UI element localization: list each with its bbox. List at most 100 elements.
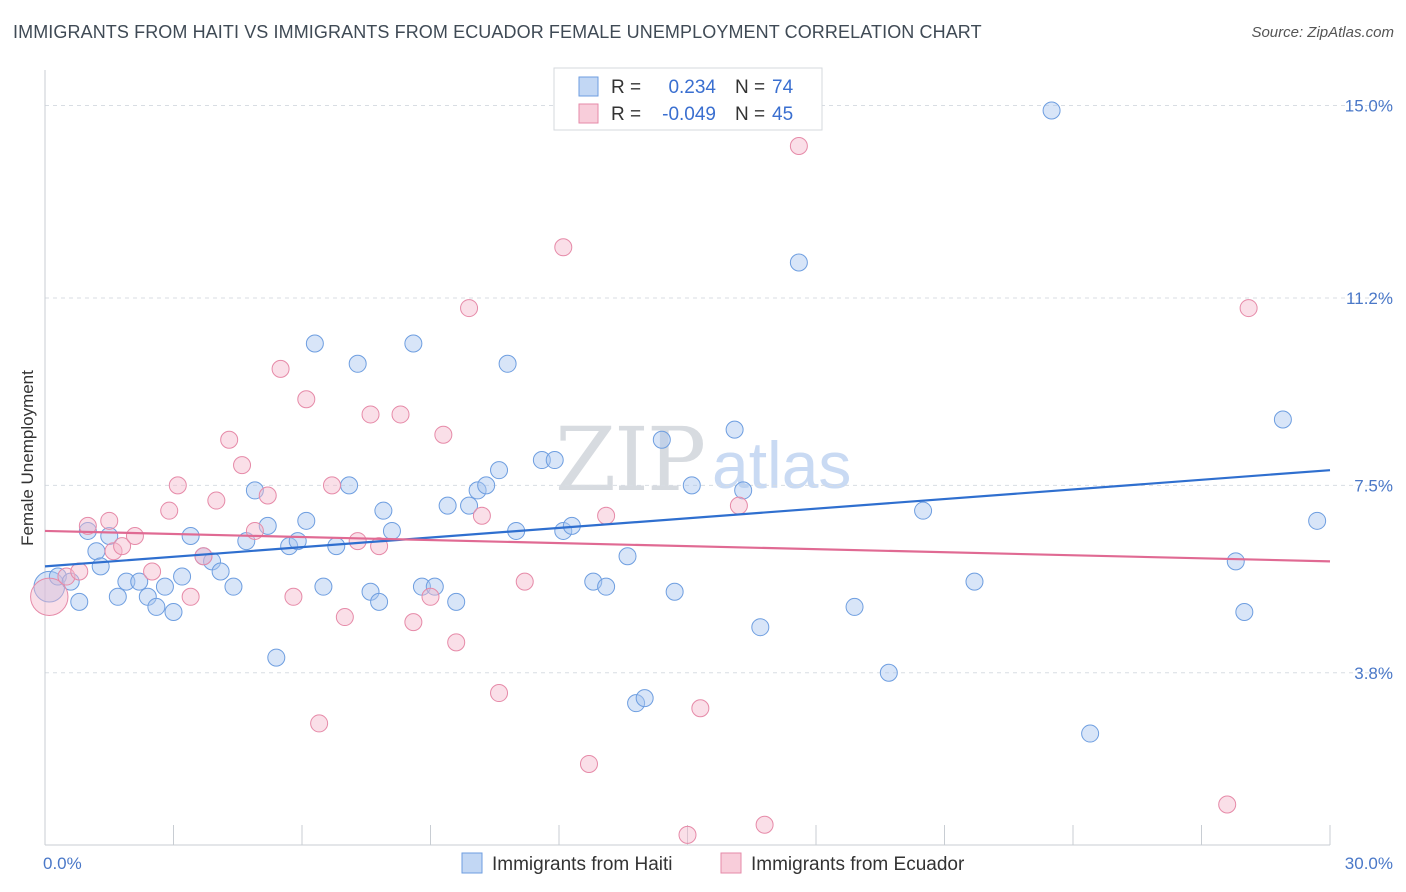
data-point-haiti [211, 562, 230, 581]
data-point-haiti [879, 663, 898, 682]
data-point-ecuador [284, 587, 303, 606]
data-point-ecuador [78, 516, 97, 535]
data-point-haiti [305, 334, 324, 353]
x-tick-label: 30.0% [1345, 854, 1393, 873]
data-point-haiti [725, 420, 744, 439]
data-point-haiti [490, 461, 509, 480]
data-point-haiti [147, 597, 166, 616]
legend-swatch-haiti [578, 76, 599, 97]
data-point-haiti [340, 476, 359, 495]
y-tick-label: 15.0% [1345, 96, 1393, 115]
watermark-atlas: atlas [712, 428, 851, 502]
data-point-ecuador [194, 547, 213, 566]
data-point-ecuador [181, 587, 200, 606]
data-point-ecuador [310, 714, 329, 733]
data-point-ecuador [447, 633, 466, 652]
data-point-ecuador [143, 562, 162, 581]
legend-n-label-ecuador: N = [735, 104, 765, 125]
data-point-haiti [460, 496, 479, 515]
watermark: ZIP atlas [555, 408, 851, 511]
data-point-haiti [374, 501, 393, 520]
data-point-ecuador [361, 405, 380, 424]
data-point-haiti [789, 253, 808, 272]
data-point-ecuador [789, 136, 808, 155]
data-point-haiti [108, 587, 127, 606]
data-point-ecuador [233, 456, 252, 475]
data-point-haiti [224, 577, 243, 596]
data-point-haiti [70, 592, 89, 611]
data-point-haiti [370, 592, 389, 611]
x-tick-label: 0.0% [43, 854, 82, 873]
data-point-ecuador [434, 425, 453, 444]
data-point-ecuador [729, 496, 748, 515]
y-tick-labels: 3.8% 7.5% 11.2% 15.0% [1345, 96, 1393, 682]
data-point-haiti [627, 694, 646, 713]
stats-legend-box [553, 67, 823, 131]
stats-legend: R = 0.234 N = 74 R = -0.049 N = 45 [553, 67, 823, 131]
y-tick-label: 11.2% [1346, 289, 1393, 308]
data-point-haiti [327, 537, 346, 556]
data-point-ecuador [1239, 299, 1258, 318]
data-point-haiti [1308, 511, 1327, 530]
y-tick-label: 7.5% [1354, 476, 1393, 495]
series-haiti [33, 101, 1327, 743]
data-point-haiti [498, 354, 517, 373]
chart-title: IMMIGRANTS FROM HAITI VS IMMIGRANTS FROM… [13, 22, 982, 42]
data-point-ecuador [271, 359, 290, 378]
data-point-ecuador [691, 699, 710, 718]
legend-n-value-ecuador: 45 [772, 104, 793, 125]
data-point-ecuador [322, 476, 341, 495]
series-legend: Immigrants from Haiti Immigrants from Ec… [461, 852, 965, 875]
trend-line-haiti [44, 469, 1331, 568]
legend-r-value-haiti: 0.234 [668, 77, 716, 98]
legend-n-value-haiti: 74 [772, 77, 794, 98]
legend-n-label-haiti: N = [735, 77, 765, 98]
data-point-haiti [117, 572, 136, 591]
watermark-zip: ZIP [555, 408, 704, 511]
data-point-haiti [477, 476, 496, 495]
data-point-haiti [1042, 101, 1061, 120]
trend-line-ecuador [44, 529, 1331, 563]
legend-r-label-haiti: R = [611, 77, 641, 98]
x-tick-labels: 0.0% 30.0% [43, 854, 1393, 873]
data-point-haiti [468, 481, 487, 500]
data-point-ecuador [597, 506, 616, 525]
data-point-haiti [545, 451, 564, 470]
data-point-haiti [382, 521, 401, 540]
trend-lines [44, 469, 1331, 568]
data-point-haiti [1226, 552, 1245, 571]
data-point-ecuador [335, 608, 354, 627]
gridlines [45, 104, 1392, 674]
data-point-haiti [91, 557, 110, 576]
data-point-haiti [845, 597, 864, 616]
data-point-haiti [665, 582, 684, 601]
data-point-haiti [682, 476, 701, 495]
data-point-ecuador [100, 511, 119, 530]
data-point-ecuador [207, 491, 226, 510]
data-point-ecuador [404, 613, 423, 632]
data-point-haiti [965, 572, 984, 591]
data-point-haiti [155, 577, 174, 596]
data-point-haiti [87, 542, 106, 561]
data-point-ecuador [421, 587, 440, 606]
bottom-legend-label-haiti: Immigrants from Haiti [492, 854, 673, 875]
bottom-legend-label-ecuador: Immigrants from Ecuador [751, 854, 965, 875]
data-point-haiti [751, 618, 770, 637]
data-point-haiti [164, 602, 183, 621]
data-point-haiti [635, 689, 654, 708]
axes [44, 70, 1331, 846]
data-point-ecuador [113, 537, 132, 556]
data-point-haiti [734, 481, 753, 500]
legend-r-value-ecuador: -0.049 [662, 104, 716, 125]
data-point-ecuador [554, 238, 573, 257]
data-point-haiti [404, 334, 423, 353]
data-point-haiti [652, 430, 671, 449]
data-point-haiti [130, 572, 149, 591]
data-point-haiti [1273, 410, 1292, 429]
data-point-ecuador [348, 532, 367, 551]
source-credit: Source: ZipAtlas.com [1251, 24, 1394, 41]
data-point-ecuador [30, 577, 69, 616]
data-point-ecuador [460, 299, 479, 318]
legend-r-label-ecuador: R = [611, 104, 641, 125]
